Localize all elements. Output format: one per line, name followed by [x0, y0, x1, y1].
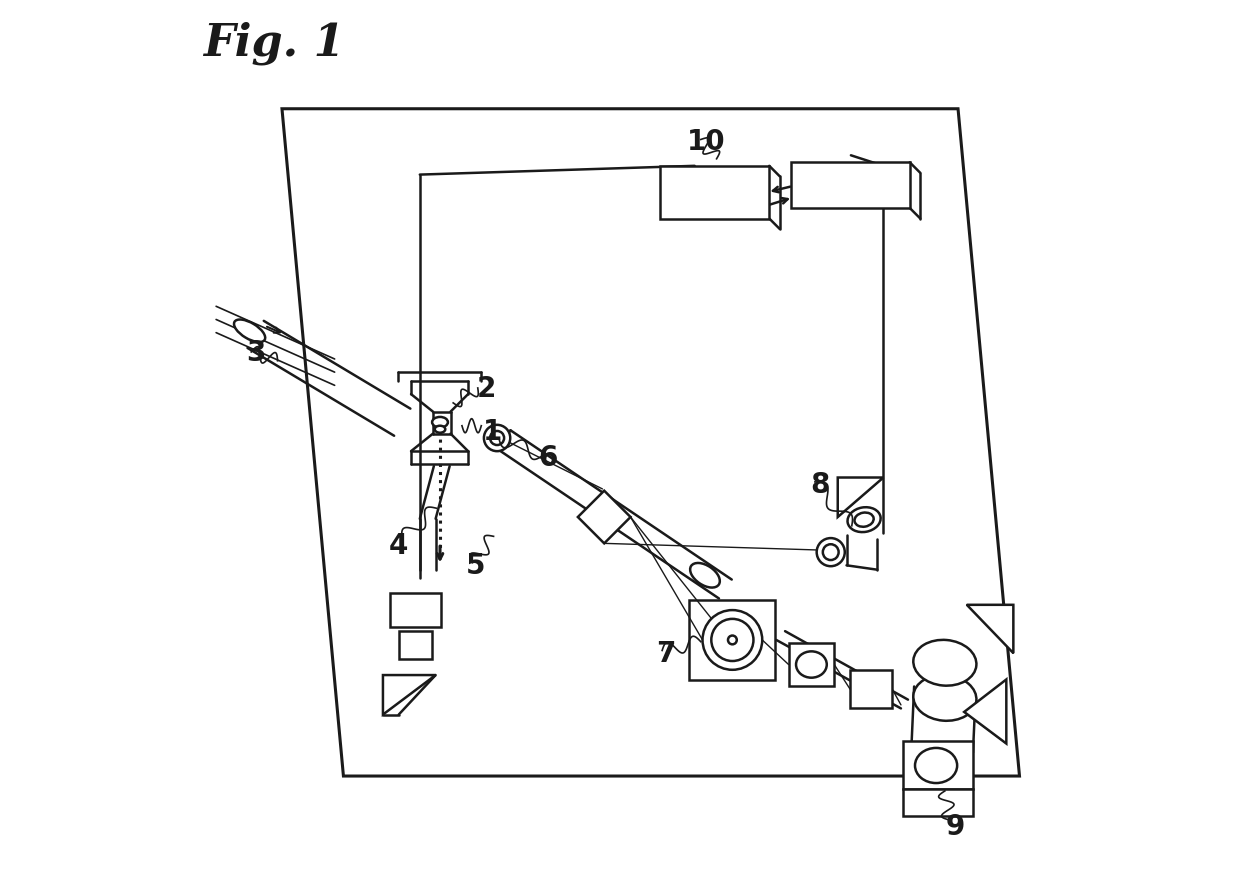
Text: 5: 5: [465, 552, 485, 580]
Bar: [903, 741, 973, 789]
Ellipse shape: [823, 545, 838, 560]
Ellipse shape: [728, 636, 737, 645]
Polygon shape: [967, 605, 1013, 653]
Text: 2: 2: [477, 374, 496, 403]
Polygon shape: [281, 110, 1019, 776]
Bar: [689, 600, 775, 681]
Text: 10: 10: [687, 128, 725, 156]
Ellipse shape: [712, 619, 754, 661]
Bar: [791, 163, 910, 209]
Text: 8: 8: [811, 470, 830, 498]
Ellipse shape: [691, 563, 720, 588]
Ellipse shape: [914, 675, 976, 721]
Ellipse shape: [796, 652, 827, 678]
Polygon shape: [838, 478, 883, 517]
Polygon shape: [578, 491, 630, 544]
Bar: [660, 167, 769, 219]
Ellipse shape: [914, 640, 976, 686]
Bar: [389, 594, 441, 627]
Polygon shape: [965, 680, 1007, 744]
Bar: [789, 644, 835, 686]
Text: 7: 7: [656, 639, 676, 667]
Ellipse shape: [435, 426, 445, 433]
Text: 1: 1: [484, 417, 502, 446]
Text: Fig. 1: Fig. 1: [203, 22, 345, 66]
Ellipse shape: [854, 513, 874, 527]
Text: 3: 3: [246, 339, 265, 367]
Text: 4: 4: [389, 531, 408, 560]
Ellipse shape: [490, 431, 505, 446]
Ellipse shape: [703, 610, 763, 670]
Bar: [903, 789, 973, 816]
Polygon shape: [383, 675, 435, 715]
Bar: [399, 631, 432, 660]
Ellipse shape: [847, 508, 880, 532]
Text: 6: 6: [538, 444, 558, 472]
Text: 9: 9: [946, 812, 965, 840]
Ellipse shape: [484, 425, 510, 452]
Ellipse shape: [817, 538, 844, 567]
Ellipse shape: [432, 417, 448, 428]
Bar: [851, 670, 893, 709]
Ellipse shape: [915, 748, 957, 783]
Ellipse shape: [234, 320, 265, 343]
